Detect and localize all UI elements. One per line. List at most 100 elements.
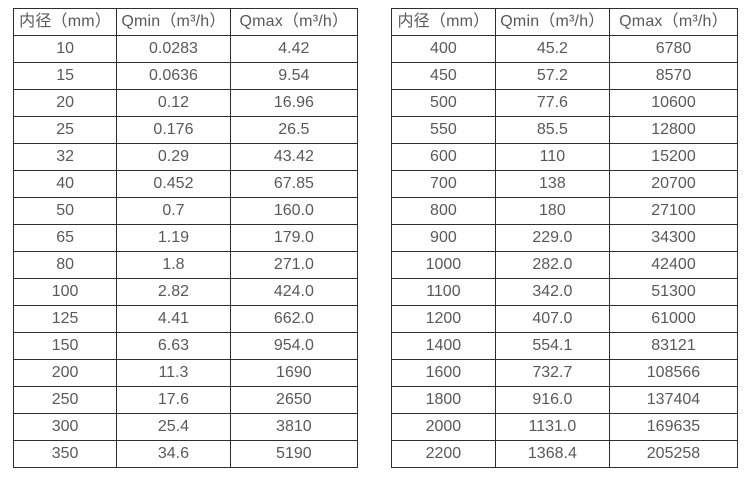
table-row: 1800 916.0 137404 xyxy=(391,386,739,414)
table-cell: 9.54 xyxy=(229,62,359,90)
table-row: 1400 554.1 83121 xyxy=(391,332,739,360)
table-cell: 125 xyxy=(12,305,118,333)
table-cell: 20 xyxy=(12,89,118,117)
table-row: 1600 732.7 108566 xyxy=(391,359,739,387)
table-cell: 138 xyxy=(494,170,610,198)
table-row: 15 0.0636 9.54 xyxy=(12,62,359,90)
table-cell: 6780 xyxy=(608,35,739,63)
table-row: 700 138 20700 xyxy=(391,170,739,198)
column-header: Qmax（m³/h） xyxy=(229,8,359,36)
table-row: 400 45.2 6780 xyxy=(391,35,739,63)
table-cell: 0.7 xyxy=(116,197,231,225)
table-cell: 10600 xyxy=(608,89,739,117)
table-cell: 271.0 xyxy=(229,251,359,279)
table-row: 150 6.63 954.0 xyxy=(12,332,359,360)
table-cell: 11.3 xyxy=(116,359,231,387)
table-cell: 169635 xyxy=(608,413,739,441)
table-cell: 800 xyxy=(391,197,496,225)
table-cell: 12800 xyxy=(608,116,739,144)
table-cell: 65 xyxy=(12,224,118,252)
flow-spec-table-large-diameters: 内径（mm） Qmin（m³/h） Qmax（m³/h） 400 45.2 6780 450… xyxy=(391,8,739,468)
table-row: 10 0.0283 4.42 xyxy=(12,35,359,63)
table-cell: 732.7 xyxy=(494,359,610,387)
table-cell: 1800 xyxy=(391,386,496,414)
table-row: 1200 407.0 61000 xyxy=(391,305,739,333)
table-cell: 1600 xyxy=(391,359,496,387)
table-cell: 2200 xyxy=(391,440,496,468)
table-cell: 0.452 xyxy=(116,170,231,198)
header-row: 内径（mm） Qmin（m³/h） Qmax（m³/h） xyxy=(391,8,739,36)
table-row: 125 4.41 662.0 xyxy=(12,305,359,333)
table-cell: 450 xyxy=(391,62,496,90)
table-cell: 407.0 xyxy=(494,305,610,333)
column-header: Qmin（m³/h） xyxy=(494,8,610,36)
column-header: 内径（mm） xyxy=(12,8,118,36)
table-cell: 1.19 xyxy=(116,224,231,252)
table-cell: 108566 xyxy=(608,359,739,387)
table-row: 800 180 27100 xyxy=(391,197,739,225)
table-cell: 2650 xyxy=(229,386,359,414)
table-cell: 0.0636 xyxy=(116,62,231,90)
table-row: 2000 1131.0 169635 xyxy=(391,413,739,441)
table-cell: 32 xyxy=(12,143,118,171)
table-cell: 2.82 xyxy=(116,278,231,306)
table-cell: 342.0 xyxy=(494,278,610,306)
table-cell: 100 xyxy=(12,278,118,306)
table-cell: 61000 xyxy=(608,305,739,333)
table-cell: 160.0 xyxy=(229,197,359,225)
table-row: 500 77.6 10600 xyxy=(391,89,739,117)
table-cell: 282.0 xyxy=(494,251,610,279)
table-row: 80 1.8 271.0 xyxy=(12,251,359,279)
table-cell: 1100 xyxy=(391,278,496,306)
table-cell: 25.4 xyxy=(116,413,231,441)
table-cell: 205258 xyxy=(608,440,739,468)
table-cell: 51300 xyxy=(608,278,739,306)
table-cell: 137404 xyxy=(608,386,739,414)
table-cell: 17.6 xyxy=(116,386,231,414)
table-cell: 1368.4 xyxy=(494,440,610,468)
table-cell: 34300 xyxy=(608,224,739,252)
table-cell: 85.5 xyxy=(494,116,610,144)
table-cell: 42400 xyxy=(608,251,739,279)
table-cell: 229.0 xyxy=(494,224,610,252)
table-cell: 5190 xyxy=(229,440,359,468)
table-cell: 916.0 xyxy=(494,386,610,414)
table-row: 32 0.29 43.42 xyxy=(12,143,359,171)
table-cell: 1400 xyxy=(391,332,496,360)
table-cell: 1.8 xyxy=(116,251,231,279)
table-row: 300 25.4 3810 xyxy=(12,413,359,441)
table-cell: 700 xyxy=(391,170,496,198)
table-cell: 0.12 xyxy=(116,89,231,117)
table-row: 100 2.82 424.0 xyxy=(12,278,359,306)
table-cell: 0.29 xyxy=(116,143,231,171)
table-cell: 500 xyxy=(391,89,496,117)
column-header: Qmin（m³/h） xyxy=(116,8,231,36)
table-cell: 57.2 xyxy=(494,62,610,90)
column-header: 内径（mm） xyxy=(391,8,496,36)
table-cell: 2000 xyxy=(391,413,496,441)
table-cell: 25 xyxy=(12,116,118,144)
table-row: 25 0.176 26.5 xyxy=(12,116,359,144)
table-cell: 26.5 xyxy=(229,116,359,144)
table-row: 900 229.0 34300 xyxy=(391,224,739,252)
table-cell: 180 xyxy=(494,197,610,225)
table-cell: 80 xyxy=(12,251,118,279)
table-row: 250 17.6 2650 xyxy=(12,386,359,414)
table-cell: 8570 xyxy=(608,62,739,90)
table-cell: 15 xyxy=(12,62,118,90)
table-cell: 0.176 xyxy=(116,116,231,144)
header-row: 内径（mm） Qmin（m³/h） Qmax（m³/h） xyxy=(12,8,359,36)
table-cell: 50 xyxy=(12,197,118,225)
table-cell: 43.42 xyxy=(229,143,359,171)
flow-spec-table-small-diameters: 内径（mm） Qmin（m³/h） Qmax（m³/h） 10 0.0283 4.42 15… xyxy=(12,8,359,468)
table-cell: 350 xyxy=(12,440,118,468)
table-cell: 554.1 xyxy=(494,332,610,360)
table-cell: 83121 xyxy=(608,332,739,360)
table-row: 40 0.452 67.85 xyxy=(12,170,359,198)
column-header: Qmax（m³/h） xyxy=(608,8,739,36)
table-cell: 67.85 xyxy=(229,170,359,198)
table-cell: 1200 xyxy=(391,305,496,333)
table-cell: 45.2 xyxy=(494,35,610,63)
table-row: 1100 342.0 51300 xyxy=(391,278,739,306)
